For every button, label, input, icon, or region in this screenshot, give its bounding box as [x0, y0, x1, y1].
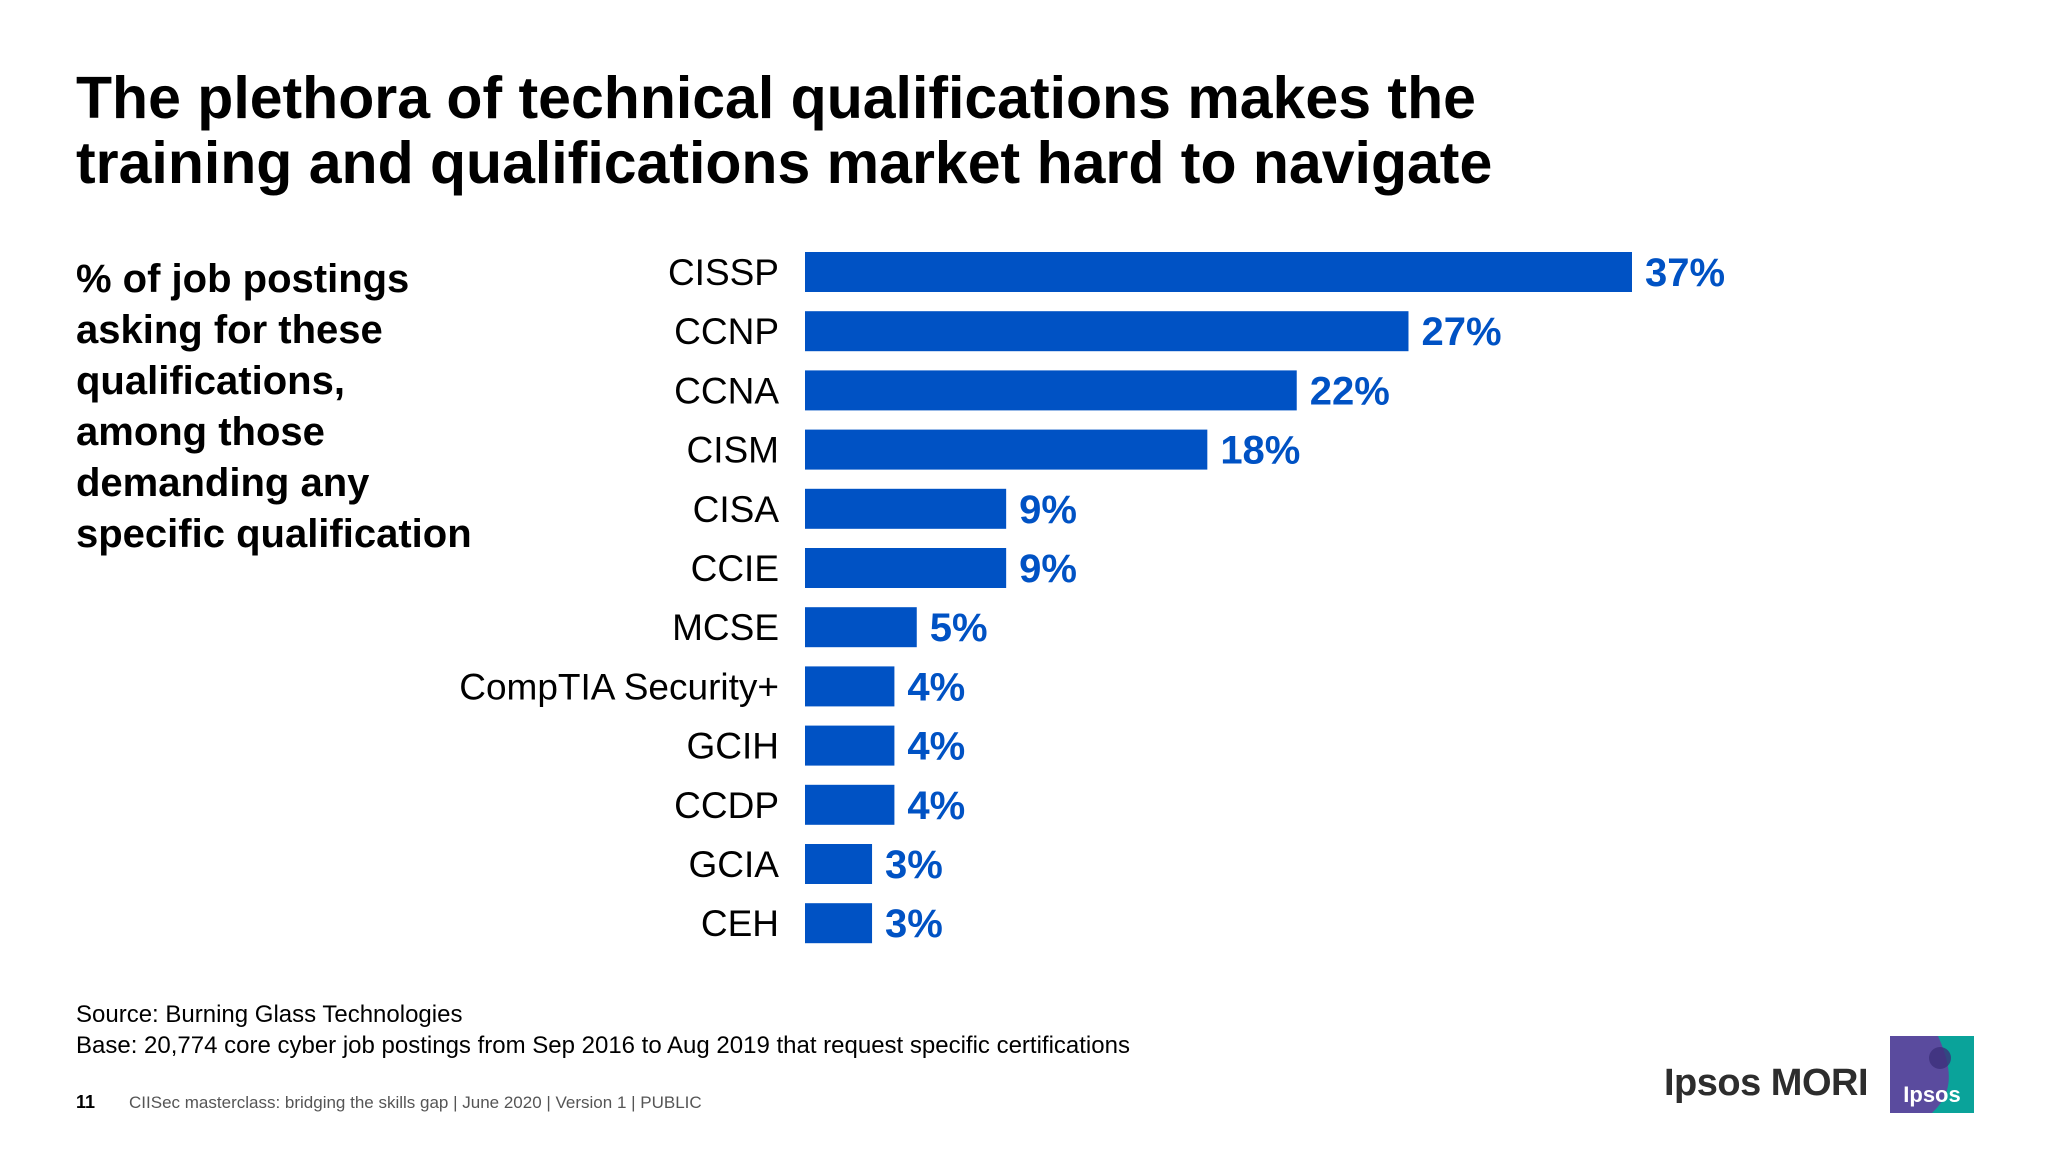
value-label-cisa: 9% — [1019, 488, 1077, 532]
bar-gcih — [805, 725, 895, 766]
category-label-ccdp: CCDP — [674, 785, 779, 826]
category-label-ccnp: CCNP — [674, 311, 779, 352]
logo-teal-shape — [1932, 1036, 1974, 1113]
ipsos-logo: Ipsos — [1890, 1036, 1974, 1113]
bar-ccie — [805, 548, 1007, 588]
value-label-gcia: 3% — [885, 843, 943, 887]
category-label-gcih: GCIH — [687, 726, 780, 767]
value-label-comptia-security: 4% — [907, 665, 965, 709]
base-line: Base: 20,774 core cyber job postings fro… — [76, 1032, 1130, 1059]
footer-text: CIISec masterclass: bridging the skills … — [129, 1093, 702, 1112]
title-line-2: training and qualifications market hard … — [76, 130, 1493, 196]
bar-ccnp — [805, 311, 1409, 352]
bar-ceh — [805, 903, 873, 944]
value-label-mcse: 5% — [930, 606, 988, 650]
value-label-ccnp: 27% — [1421, 310, 1501, 354]
category-label-cissp: CISSP — [668, 252, 779, 293]
logo-text: Ipsos — [1903, 1082, 1960, 1107]
source-notes: Source: Burning Glass Technologies Base:… — [76, 999, 1130, 1061]
value-label-cissp: 37% — [1645, 251, 1725, 295]
category-label-comptia-security: CompTIA Security+ — [459, 666, 779, 707]
bar-cism — [805, 429, 1208, 470]
value-label-ccdp: 4% — [907, 784, 965, 828]
bar-ccdp — [805, 784, 895, 825]
category-label-gcia: GCIA — [689, 844, 780, 885]
page-title: The plethora of technical qualifications… — [76, 66, 1776, 196]
logo-head-shape — [1929, 1047, 1951, 1069]
category-label-ceh: CEH — [701, 903, 779, 944]
value-label-ccna: 22% — [1310, 369, 1390, 413]
brand-wordmark: Ipsos MORI — [1664, 1062, 1869, 1104]
category-label-cisa: CISA — [693, 489, 780, 530]
bar-mcse — [805, 607, 917, 648]
category-label-ccna: CCNA — [674, 370, 779, 411]
footer: 11 CIISec masterclass: bridging the skil… — [76, 1092, 702, 1113]
source-line: Source: Burning Glass Technologies — [76, 1001, 463, 1028]
title-line-1: The plethora of technical qualifications… — [76, 65, 1476, 131]
bar-ccna — [805, 370, 1297, 411]
page-number: 11 — [76, 1092, 96, 1112]
value-label-gcih: 4% — [907, 725, 965, 769]
value-label-ceh: 3% — [885, 902, 943, 946]
category-label-cism: CISM — [687, 430, 780, 471]
value-label-cism: 18% — [1220, 429, 1300, 473]
value-label-ccie: 9% — [1019, 547, 1077, 591]
chart-subtitle: % of job postings asking for these quali… — [76, 257, 472, 556]
bar-cissp — [805, 252, 1632, 292]
bar-cisa — [805, 488, 1007, 529]
category-label-mcse: MCSE — [672, 607, 779, 648]
category-label-ccie: CCIE — [691, 548, 779, 589]
bar-comptia-security — [805, 666, 895, 707]
bar-gcia — [805, 844, 873, 884]
